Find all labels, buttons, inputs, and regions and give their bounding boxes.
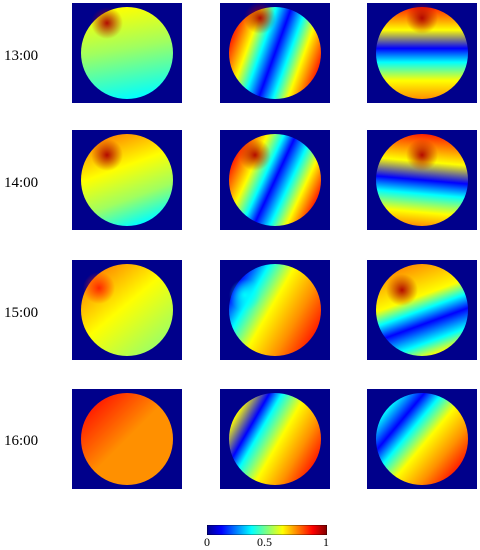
circular-field xyxy=(376,134,468,226)
hot-spot xyxy=(406,3,438,34)
field-image xyxy=(220,260,330,360)
colorbar-tick-0: 0 xyxy=(204,535,210,549)
field-image xyxy=(367,389,477,489)
field-panel-r4-c3 xyxy=(367,389,477,489)
circular-field xyxy=(81,393,173,485)
colorbar-tick-05: 0.5 xyxy=(257,535,272,549)
field-panel-r1-c3 xyxy=(367,3,477,103)
circular-field xyxy=(376,393,468,485)
hot-spot xyxy=(83,272,115,304)
row-label-13: 13:00 xyxy=(4,48,39,64)
row-label-16: 16:00 xyxy=(4,433,39,449)
circular-field xyxy=(229,393,321,485)
field-panel-r4-c1 xyxy=(72,389,182,489)
field-image xyxy=(72,389,182,489)
field-panel-r2-c3 xyxy=(367,130,477,230)
field-panel-r2-c2 xyxy=(220,130,330,230)
colorbar-gradient xyxy=(206,524,328,536)
field-image xyxy=(220,130,330,230)
field-image xyxy=(220,389,330,489)
field-panel-r3-c3 xyxy=(367,260,477,360)
field-panel-r4-c2 xyxy=(220,389,330,489)
hot-spot xyxy=(244,3,276,34)
colorbar xyxy=(206,522,328,536)
hot-spot xyxy=(229,279,261,311)
hot-spot xyxy=(91,139,123,171)
field-image xyxy=(367,130,477,230)
field-panel-r1-c2 xyxy=(220,3,330,103)
hot-spot xyxy=(406,139,438,171)
field-image xyxy=(72,130,182,230)
colorbar-tick-1: 1 xyxy=(323,535,329,549)
row-label-14: 14:00 xyxy=(4,175,39,191)
hot-spot xyxy=(91,7,123,39)
circular-field xyxy=(376,264,468,356)
field-panel-r2-c1 xyxy=(72,130,182,230)
hot-spot xyxy=(239,139,271,171)
hot-spot xyxy=(386,274,418,306)
row-label-15: 15:00 xyxy=(4,305,39,321)
circular-field xyxy=(376,7,468,99)
field-image xyxy=(367,3,477,103)
field-image xyxy=(72,3,182,103)
field-panel-r1-c1 xyxy=(72,3,182,103)
field-panel-r3-c1 xyxy=(72,260,182,360)
field-image xyxy=(72,260,182,360)
field-image xyxy=(367,260,477,360)
field-panel-r3-c2 xyxy=(220,260,330,360)
field-image xyxy=(220,3,330,103)
